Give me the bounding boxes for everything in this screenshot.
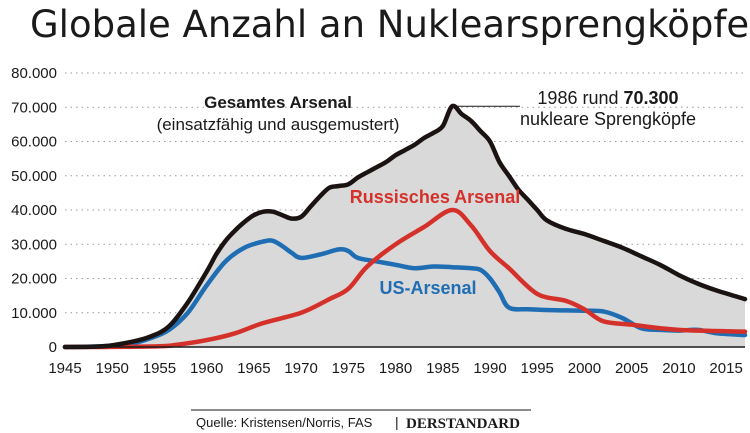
peak-annotation-value: 70.300	[624, 88, 679, 108]
total-arsenal-label: Gesamtes Arsenal	[204, 93, 352, 112]
us-arsenal-line	[62, 238, 748, 350]
x-tick-label: 2000	[568, 360, 601, 377]
y-tick-label: 40.000	[11, 202, 57, 219]
source-text: Quelle: Kristensen/Norris, FAS	[196, 415, 373, 430]
y-tick-label: 0	[49, 339, 57, 356]
x-tick-label: 1995	[521, 360, 554, 377]
peak-annotation-line2: nukleare Sprengköpfe	[520, 109, 696, 129]
total-arsenal-sublabel: (einsatzfähig und ausgemustert)	[157, 115, 400, 134]
russian-arsenal-line	[62, 207, 748, 350]
x-tick-label: 2015	[709, 360, 742, 377]
y-tick-label: 30.000	[11, 236, 57, 253]
total-arsenal-area	[65, 105, 745, 348]
x-tick-label: 1965	[237, 360, 270, 377]
russian-arsenal-label: Russisches Arsenal	[350, 187, 520, 207]
total-arsenal-line	[62, 103, 748, 350]
y-tick-label: 60.000	[11, 134, 57, 151]
y-tick-label: 80.000	[11, 65, 57, 82]
derstandard-logo: DERSTANDARD	[406, 416, 520, 432]
x-tick-label: 1970	[284, 360, 317, 377]
x-tick-label: 1990	[473, 360, 506, 377]
x-axis-tick-labels: 1945 1950 1955 1960 1965 1970 1975 1980 1985 1990…	[48, 360, 742, 377]
peak-annotation-line1: 1986 rund 70.300	[537, 88, 678, 108]
x-tick-label: 1945	[48, 360, 81, 377]
y-tick-label: 20.000	[11, 271, 57, 288]
x-tick-label: 1980	[379, 360, 412, 377]
y-tick-label: 10.000	[11, 305, 57, 322]
y-tick-label: 70.000	[11, 99, 57, 116]
source-separator: |	[395, 414, 399, 430]
y-axis-tick-labels: 0 10.000 20.000 30.000 40.000 50.000 60.000 70.…	[11, 65, 57, 356]
chart-title: Globale Anzahl an Nuklearsprengköpfen	[30, 3, 750, 46]
x-tick-label: 1955	[143, 360, 176, 377]
x-tick-label: 1975	[332, 360, 365, 377]
x-tick-label: 2010	[662, 360, 695, 377]
peak-annotation-prefix: 1986 rund	[537, 88, 618, 108]
x-tick-label: 1950	[96, 360, 129, 377]
x-tick-label: 1985	[426, 360, 459, 377]
x-tick-label: 2005	[615, 360, 648, 377]
us-arsenal-label: US-Arsenal	[379, 278, 476, 298]
y-tick-label: 50.000	[11, 168, 57, 185]
x-tick-label: 1960	[190, 360, 223, 377]
